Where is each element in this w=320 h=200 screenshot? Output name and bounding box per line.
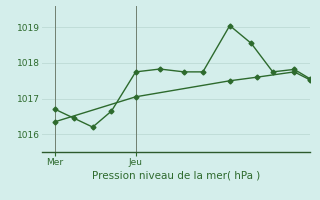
X-axis label: Pression niveau de la mer( hPa ): Pression niveau de la mer( hPa ) — [92, 171, 260, 181]
